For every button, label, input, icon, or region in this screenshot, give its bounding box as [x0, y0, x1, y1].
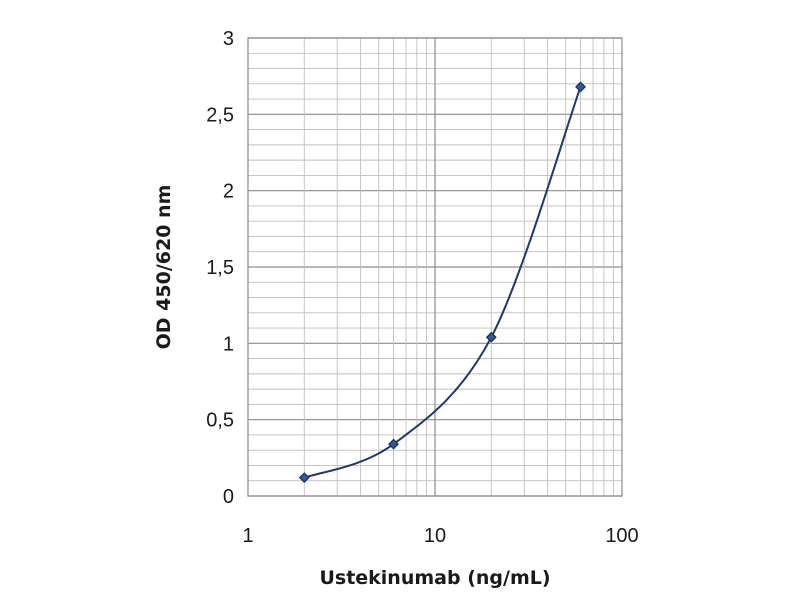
- y-tick-label: 1: [223, 333, 234, 355]
- x-axis-tick-labels: 1 10 100: [242, 525, 638, 547]
- y-tick-label: 0,5: [206, 410, 234, 432]
- y-tick-label: 1,5: [206, 257, 234, 279]
- x-tick-label: 100: [605, 525, 638, 547]
- plot-area-frame: [247, 37, 623, 497]
- series-line: [303, 86, 582, 479]
- y-tick-label: 2,5: [206, 104, 234, 126]
- data-point-marker: [298, 472, 310, 484]
- y-axis-title: OD 450/620 nm: [153, 185, 175, 350]
- data-point-marker: [388, 438, 400, 450]
- x-axis-title: Ustekinumab (ng/mL): [319, 567, 550, 589]
- y-tick-label: 3: [223, 28, 234, 50]
- x-tick-label: 1: [242, 525, 253, 547]
- series-layer: [298, 81, 587, 484]
- x-tick-label: 10: [424, 525, 446, 547]
- y-tick-label: 0: [223, 486, 234, 508]
- gridlines: [248, 37, 622, 497]
- data-point-marker: [575, 81, 587, 93]
- y-axis-tick-labels: 0 0,5 1 1,5 2 2,5 3: [206, 28, 234, 508]
- y-tick-label: 2: [223, 181, 234, 203]
- data-point-marker: [485, 331, 497, 343]
